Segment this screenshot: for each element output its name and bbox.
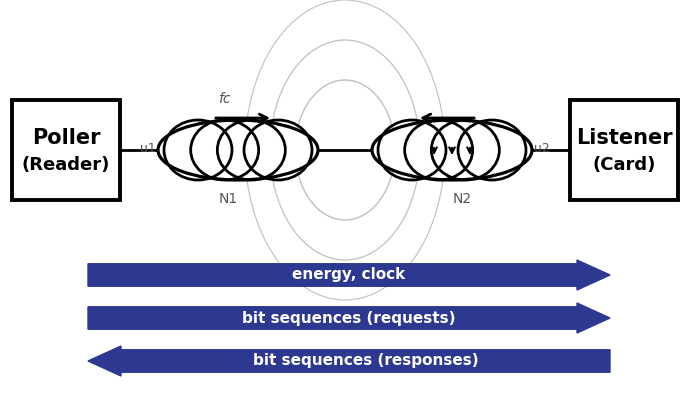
FancyBboxPatch shape: [12, 100, 120, 200]
Polygon shape: [88, 260, 610, 290]
Polygon shape: [88, 346, 610, 376]
Text: u2: u2: [534, 142, 550, 155]
Text: N1: N1: [218, 192, 237, 206]
FancyBboxPatch shape: [570, 100, 678, 200]
Text: fc: fc: [218, 92, 230, 106]
Text: (Reader): (Reader): [22, 156, 110, 174]
Text: Poller: Poller: [32, 128, 100, 148]
Text: (Card): (Card): [592, 156, 656, 174]
Text: u1: u1: [140, 142, 156, 155]
Text: bit sequences (responses): bit sequences (responses): [253, 353, 478, 368]
Text: energy, clock: energy, clock: [293, 268, 406, 282]
Text: bit sequences (requests): bit sequences (requests): [242, 310, 456, 326]
Polygon shape: [88, 303, 610, 333]
Ellipse shape: [372, 120, 532, 180]
Ellipse shape: [158, 120, 318, 180]
Text: N2: N2: [453, 192, 471, 206]
Text: Listener: Listener: [575, 128, 672, 148]
